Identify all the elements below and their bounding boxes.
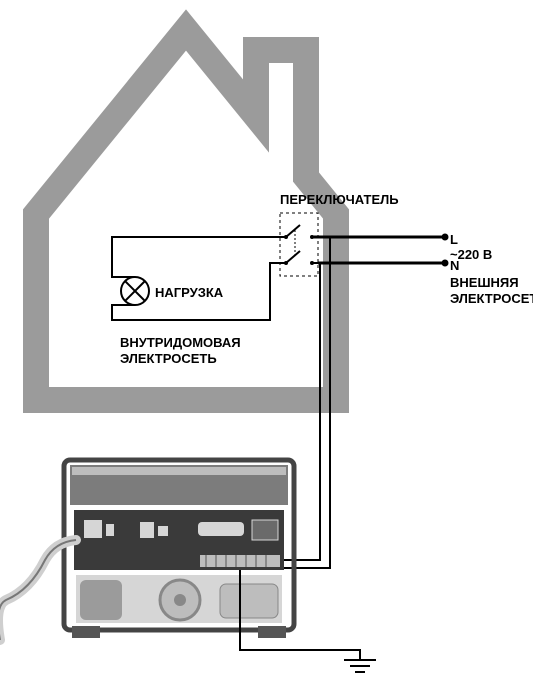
transfer-switch <box>280 213 318 276</box>
generator <box>64 460 294 638</box>
load-label: НАГРУЗКА <box>155 285 223 300</box>
external-grid-label: ВНЕШНЯЯ ЭЛЕКТРОСЕТЬ <box>450 275 533 308</box>
line-l-label: L <box>450 232 458 247</box>
load-symbol <box>121 277 149 305</box>
switch-label: ПЕРЕКЛЮЧАТЕЛЬ <box>280 192 399 207</box>
line-n-label: N <box>450 258 459 273</box>
wiring-diagram <box>0 0 533 677</box>
internal-grid-label: ВНУТРИДОМОВАЯ ЭЛЕКТРОСЕТЬ <box>120 335 241 368</box>
